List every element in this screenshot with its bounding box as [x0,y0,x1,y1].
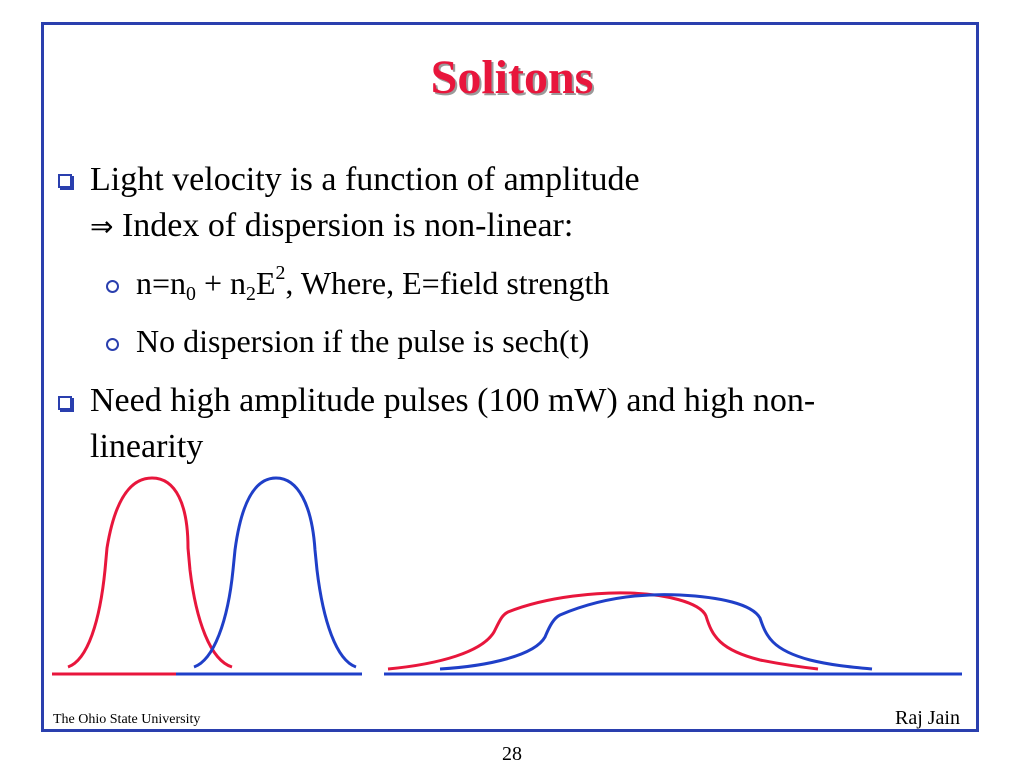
circle-bullet-icon [106,338,119,351]
narrow-red-pulse [67,476,233,669]
bullet-1-continuation: Index of dispersion is non-linear: [113,207,574,244]
formula-n-subscript: 0 [186,282,196,305]
footer-left: The Ohio State University [53,712,201,727]
footer-right: Raj Jain [895,707,960,729]
bullet-2-line-2: linearity [90,427,203,467]
sub-bullet-2: No dispersion if the pulse is sech(t) [136,322,589,360]
square-bullet-icon [58,174,72,188]
bullet-2-line-1: Need high amplitude pulses (100 mW) and … [90,381,815,421]
formula-e-superscript: 2 [275,262,286,285]
formula-rest: , Where, E=field strength [285,265,610,301]
bullet-1-line-1: Light velocity is a function of amplitud… [90,160,640,200]
slide-title: Solitons [430,51,594,104]
bullet-1-line-2: ⇒ Index of dispersion is non-linear: [90,206,573,247]
formula-n2-subscript: 2 [246,282,256,305]
bullet-2-text: Need high amplitude pulses (100 mW) and … [90,382,816,419]
bullet-1-text: Light velocity is a function of amplitud… [90,161,640,198]
implies-arrow-icon: ⇒ [90,210,114,243]
sub-bullet-1: n=n0 + n2E2, Where, E=field strength [136,262,610,305]
square-bullet-icon [58,396,72,410]
narrow-blue-pulse [193,476,357,669]
sub-bullet-2-text: No dispersion if the pulse is sech(t) [136,323,590,359]
wide-blue-pulse [439,593,873,671]
formula-plus-n: + n [195,265,247,301]
formula-n: n=n [136,265,187,301]
wide-red-pulse [387,591,819,671]
slide-frame [41,22,979,732]
circle-bullet-icon [106,280,119,293]
page-number: 28 [502,743,522,765]
bullet-2-continuation: linearity [90,428,204,465]
formula-e: E [255,265,276,301]
